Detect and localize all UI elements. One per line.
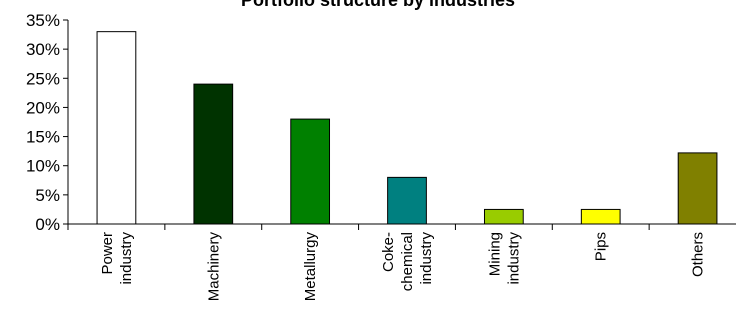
y-tick-label: 10% (26, 157, 60, 176)
category-label-line: Coke- (380, 232, 397, 272)
y-tick-label: 20% (26, 98, 60, 117)
category-label: Machinery (205, 232, 222, 302)
category-label-line: Pips (593, 232, 610, 261)
y-tick-label: 5% (35, 186, 60, 205)
x-axis (67, 223, 736, 230)
bar (580, 208, 621, 225)
category-label-line: Machinery (205, 232, 222, 302)
y-tick-label: 30% (26, 40, 60, 59)
category-label: Metallurgy (302, 232, 319, 302)
bar (290, 118, 331, 225)
category-label-line: Power (99, 232, 116, 275)
category-labels: Power industry Machinery Metallurgy Coke-che… (99, 232, 707, 302)
y-tick-label: 35% (26, 11, 60, 30)
bars (96, 31, 718, 225)
category-label-line: Mining (486, 232, 503, 276)
y-axis: 0% 5% 10% 15% 20% 25% 30% 35% (26, 11, 69, 234)
category-label-line: industry (418, 232, 435, 285)
category-label-line: Others (690, 232, 707, 277)
y-tick-label: 25% (26, 69, 60, 88)
category-label: Others (690, 232, 707, 277)
bar (483, 208, 524, 225)
bar (677, 152, 718, 225)
chart-title: Portfolio structure by industries (241, 0, 515, 10)
category-label-line: industry (118, 232, 135, 285)
y-tick-label: 0% (35, 215, 60, 234)
bar (387, 176, 427, 225)
bar (193, 83, 234, 225)
category-label: Coke-chemical industry (380, 232, 435, 292)
category-label-line: industry (505, 232, 522, 285)
bar (96, 31, 137, 225)
y-tick-label: 15% (26, 128, 60, 147)
category-label-line: Metallurgy (302, 232, 319, 302)
category-label: Power industry (99, 232, 135, 285)
category-label-line: chemical (399, 232, 416, 291)
category-label: Pips (593, 232, 610, 261)
category-label: Mining industry (486, 232, 522, 285)
